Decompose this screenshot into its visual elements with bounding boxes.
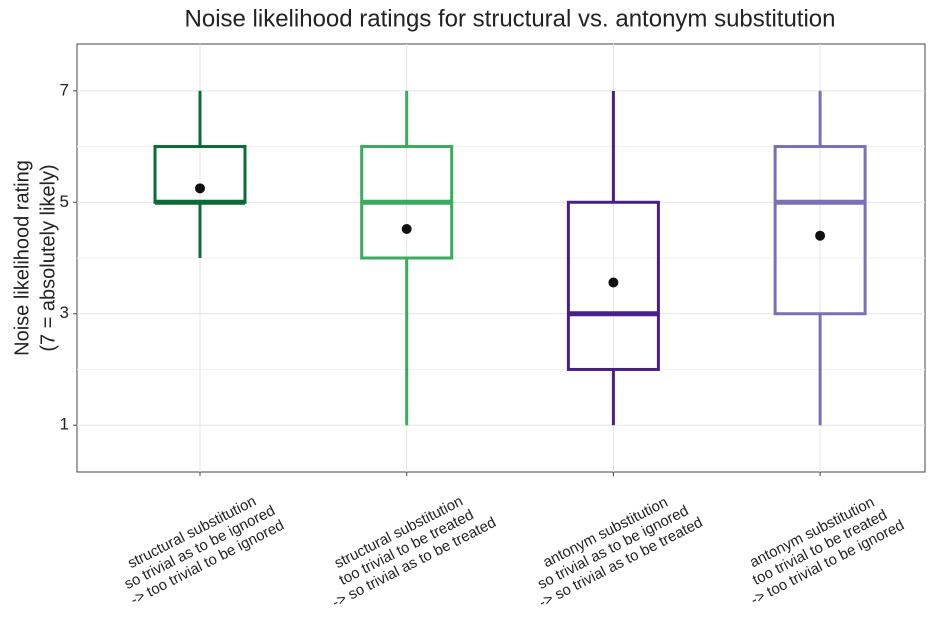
mean-point bbox=[195, 183, 205, 194]
y-tick-label: 3 bbox=[60, 303, 69, 322]
chart-title: Noise likelihood ratings for structural … bbox=[185, 5, 836, 32]
y-tick-label: 1 bbox=[60, 415, 69, 434]
y-axis-label-line: Noise likelihood rating bbox=[11, 160, 33, 356]
y-axis-label: Noise likelihood rating (7 = absolutely … bbox=[11, 160, 59, 356]
y-axis-label-line: (7 = absolutely likely) bbox=[37, 164, 59, 351]
y-tick-label: 7 bbox=[60, 80, 69, 99]
box bbox=[566, 200, 660, 371]
mean-point bbox=[608, 277, 619, 288]
box bbox=[773, 145, 867, 316]
mean-point bbox=[815, 230, 826, 241]
y-tick-label: 5 bbox=[60, 192, 69, 211]
mean-point bbox=[401, 224, 412, 235]
